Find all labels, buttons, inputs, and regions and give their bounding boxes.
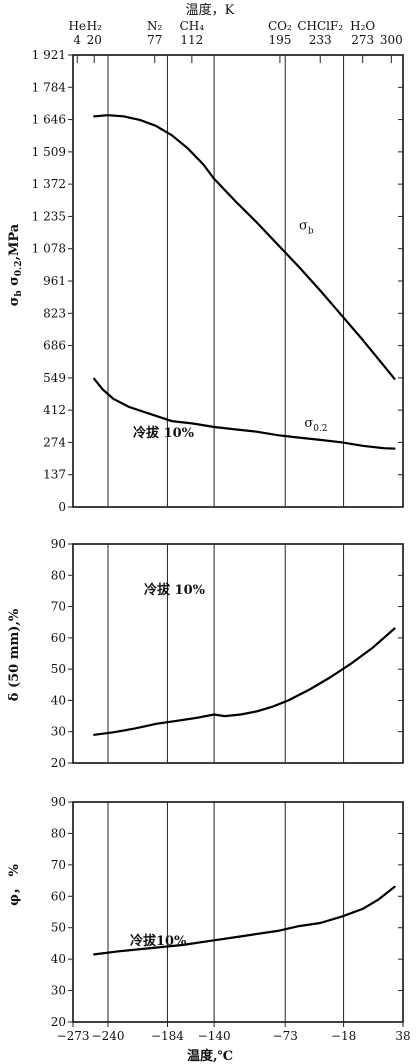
y-tick-label: 80 [51, 826, 66, 840]
x-tick-label: −184 [151, 1029, 184, 1043]
y-axis-label: δ (50 mm),% [7, 608, 22, 701]
top-axis-medium-label: CO₂ [268, 19, 292, 33]
y-tick-label: 40 [51, 693, 66, 707]
top-axis-kelvin-label: 273 [351, 33, 374, 47]
top-axis-kelvin-label: 112 [180, 33, 203, 47]
series-line-curve [93, 885, 396, 956]
annotation-cold-drawn: 冷拔 10% [133, 425, 195, 441]
top-axis-kelvin-label: 195 [268, 33, 291, 47]
x-tick-label: −240 [92, 1029, 125, 1043]
x-axis-label: 温度,℃ [187, 1048, 233, 1064]
x-tick-label: −273 [57, 1029, 90, 1043]
y-tick-label: 1 784 [32, 80, 67, 94]
top-axis-kelvin-label: 233 [309, 33, 332, 47]
y-tick-label: 686 [43, 339, 66, 353]
y-tick-label: 549 [43, 371, 66, 385]
x-tick-label: −140 [198, 1029, 231, 1043]
plot-frame [72, 801, 404, 1023]
series-line-curve [93, 627, 396, 736]
x-tick-label: −73 [273, 1029, 298, 1043]
y-tick-label: 50 [51, 662, 66, 676]
plot-frame [72, 54, 404, 508]
top-axis-kelvin-label: 300 [380, 33, 403, 47]
y-tick-label: 1 646 [32, 113, 66, 127]
y-tick-label: 50 [51, 921, 66, 935]
top-axis-kelvin-label: 77 [147, 33, 162, 47]
series-line-02 [93, 377, 396, 450]
y-axis-label: φ， % [7, 864, 22, 906]
top-axis-medium-label: N₂ [147, 19, 163, 33]
y-tick-label: 90 [51, 795, 66, 809]
panel-2: 20 30 40 50 60 70 80 90 冷拔 10% δ (50 mm),% [7, 537, 404, 770]
y-tick-label: 137 [43, 468, 66, 482]
series-label-sigma-b: σb [299, 218, 314, 236]
y-tick-label: 961 [43, 274, 66, 288]
y-tick-label: 60 [51, 889, 66, 903]
plot-frame [72, 543, 404, 764]
y-tick-label: 20 [51, 1015, 66, 1029]
y-tick-label: 0 [58, 500, 66, 514]
top-axis-medium-label: CHClF₂ [297, 19, 343, 33]
top-axis-kelvin-label: 4 [73, 33, 81, 47]
y-tick-label: 1 921 [32, 48, 66, 62]
y-tick-label: 1 078 [32, 242, 66, 256]
y-tick-label: 60 [51, 631, 66, 645]
y-tick-label: 823 [43, 306, 66, 320]
y-tick-label: 1 509 [32, 145, 66, 159]
annotation-cold-drawn: 冷拔10% [130, 933, 187, 949]
y-tick-label: 70 [51, 600, 66, 614]
y-tick-label: 40 [51, 952, 66, 966]
y-tick-label: 30 [51, 725, 66, 739]
top-axis-kelvin-label: 20 [87, 33, 102, 47]
y-tick-label: 274 [43, 435, 66, 449]
y-tick-label: 70 [51, 858, 66, 872]
top-axis-medium-label: He [68, 19, 86, 33]
top-axis-medium-label: CH₄ [180, 19, 205, 33]
y-axis-label: σb σ0.2,MPa [7, 223, 24, 306]
y-tick-label: 20 [51, 756, 66, 770]
top-axis-title: 温度，K [186, 2, 235, 18]
top-axis-medium-label: H₂O [350, 19, 375, 33]
top-axis-medium-label: H₂ [87, 19, 102, 33]
y-tick-label: 412 [43, 403, 66, 417]
annotation-cold-drawn: 冷拔 10% [144, 582, 206, 598]
x-tick-label: −18 [331, 1029, 356, 1043]
panel-1: 0 137 274 412 549 686 823 961 1 078 1 235 1 372 1 5… [7, 48, 404, 514]
y-tick-label: 30 [51, 984, 66, 998]
y-tick-label: 1 372 [32, 177, 66, 191]
y-tick-label: 80 [51, 568, 66, 582]
y-tick-label: 90 [51, 537, 66, 551]
x-tick-label: 38 [395, 1029, 410, 1043]
series-label-sigma-0.2: σ0.2 [304, 416, 327, 434]
y-tick-label: 1 235 [32, 209, 66, 223]
series-line-b [93, 114, 396, 380]
panel-3: 20 30 40 50 60 70 80 90 冷拔10% φ， % [7, 795, 404, 1029]
